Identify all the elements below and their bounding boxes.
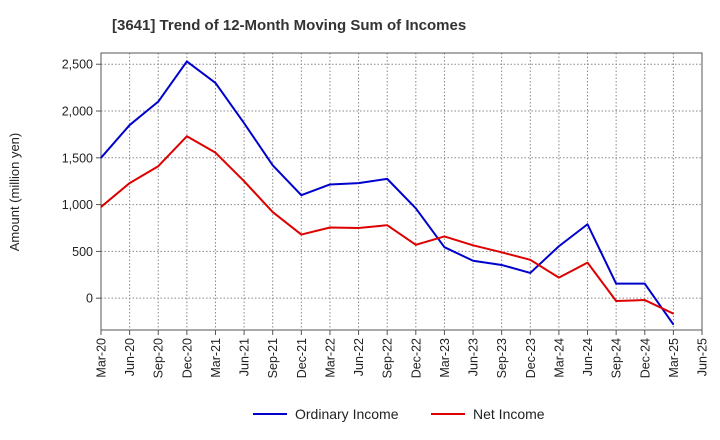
data-point: [386, 224, 388, 226]
grid: [101, 53, 702, 330]
x-tick-label: Mar-20: [95, 338, 109, 378]
x-tick-label: Dec-23: [524, 338, 538, 378]
data-point: [129, 124, 131, 126]
x-tick-label: Mar-25: [667, 338, 681, 378]
data-point: [214, 152, 217, 154]
y-tick-label: 1,500: [62, 151, 93, 165]
legend-label: Ordinary Income: [295, 406, 399, 422]
data-point: [472, 244, 474, 246]
x-tick-label: Mar-22: [323, 338, 337, 378]
data-point: [586, 262, 589, 264]
data-point: [186, 135, 188, 137]
x-tick-label: Dec-21: [295, 338, 309, 378]
chart-title: [3641] Trend of 12-Month Moving Sum of I…: [112, 17, 466, 34]
data-point: [186, 60, 188, 63]
data-point: [100, 206, 102, 208]
data-point: [586, 223, 589, 225]
data-point: [157, 101, 159, 103]
y-axis: 0 500 1,000 1,500 2,000 2,500: [62, 58, 101, 306]
data-point: [100, 157, 102, 159]
y-tick-label: 500: [72, 245, 93, 259]
data-point: [272, 211, 274, 213]
data-point: [529, 272, 531, 274]
x-tick-label: Mar-24: [552, 338, 566, 378]
data-point: [672, 313, 674, 315]
y-tick-label: 1,000: [62, 198, 93, 212]
data-point: [529, 259, 531, 261]
data-point: [615, 283, 617, 285]
x-tick-label: Jun-20: [123, 338, 137, 376]
x-tick-label: Mar-23: [438, 338, 452, 378]
data-point: [501, 251, 503, 253]
data-point: [357, 182, 360, 184]
x-tick-label: Jun-21: [238, 338, 252, 376]
x-axis: Mar-20 Jun-20 Sep-20 Dec-20 Mar-21 Jun-21 Sep-…: [95, 330, 710, 378]
y-axis-label: Amount (million yen): [7, 133, 22, 252]
series-lines: [100, 60, 675, 325]
y-tick-label: 2,500: [62, 58, 93, 72]
x-tick-label: Dec-24: [638, 338, 652, 378]
data-point: [443, 246, 446, 248]
x-tick-label: Jun-25: [696, 338, 710, 376]
data-point: [558, 245, 560, 247]
data-point: [329, 183, 331, 186]
data-point: [243, 180, 245, 182]
data-point: [386, 178, 388, 180]
legend: Ordinary Income Net Income: [253, 406, 545, 422]
data-point: [443, 235, 446, 238]
plot-frame: [100, 52, 703, 331]
x-tick-label: Dec-20: [180, 338, 194, 378]
y-tick-label: 2,000: [62, 105, 93, 119]
x-tick-label: Sep-23: [495, 338, 509, 378]
legend-label: Net Income: [473, 406, 545, 422]
data-point: [272, 164, 274, 166]
x-tick-label: Sep-24: [610, 338, 624, 378]
x-tick-label: Sep-22: [381, 338, 395, 378]
data-point: [357, 227, 360, 229]
data-point: [129, 182, 131, 184]
data-point: [300, 194, 302, 196]
x-tick-label: Jun-24: [581, 338, 595, 376]
data-point: [329, 226, 331, 229]
data-point: [157, 165, 159, 167]
data-point: [672, 323, 674, 325]
data-point: [472, 260, 474, 262]
data-point: [415, 244, 417, 246]
data-point: [214, 82, 217, 84]
x-tick-label: Jun-22: [352, 338, 366, 376]
data-point: [501, 264, 503, 266]
data-point: [300, 233, 302, 236]
data-point: [644, 283, 646, 285]
data-point: [415, 207, 417, 209]
x-tick-label: Jun-23: [467, 338, 481, 376]
x-tick-label: Sep-20: [152, 338, 166, 378]
data-point: [243, 122, 245, 124]
y-tick-label: 0: [86, 292, 93, 306]
x-tick-label: Sep-21: [266, 338, 280, 378]
data-point: [558, 276, 560, 279]
x-tick-label: Dec-22: [409, 338, 423, 378]
x-tick-label: Mar-21: [209, 338, 223, 378]
data-point: [615, 300, 617, 302]
data-point: [644, 299, 646, 301]
